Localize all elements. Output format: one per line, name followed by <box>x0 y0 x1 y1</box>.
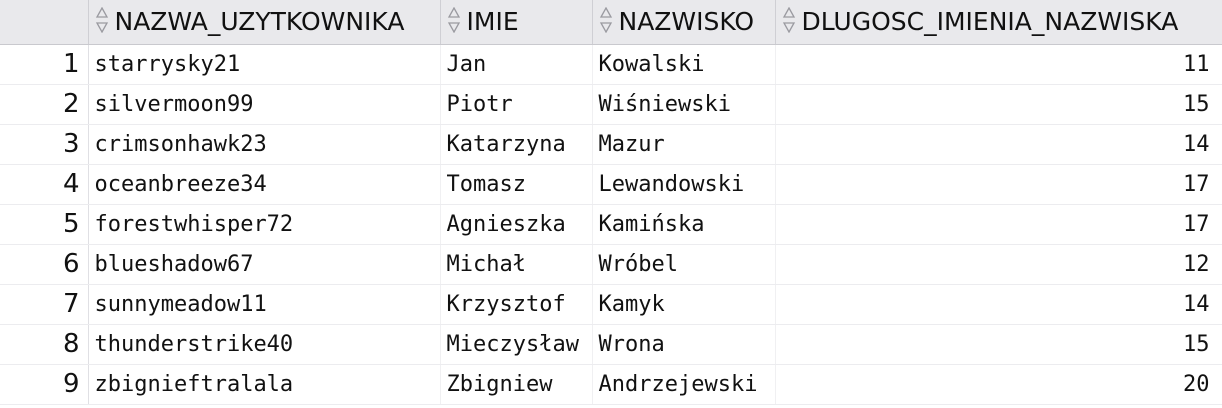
cell-dlugosc[interactable]: 17 <box>775 204 1222 245</box>
column-header-dlugosc-imienia-nazwiska[interactable]: DLUGOSC_IMIENIA_NAZWISKA <box>775 0 1222 45</box>
row-number-header[interactable] <box>0 0 89 45</box>
cell-imie[interactable]: Tomasz <box>440 164 593 205</box>
row-number[interactable]: 6 <box>0 244 89 285</box>
cell-nazwa-uzytkownika[interactable]: crimsonhawk23 <box>88 124 441 165</box>
sort-arrows-icon[interactable] <box>599 7 613 34</box>
row-number[interactable]: 3 <box>0 124 89 165</box>
column-header-nazwisko[interactable]: NAZWISKO <box>592 0 776 45</box>
cell-nazwisko[interactable]: Kowalski <box>592 44 776 85</box>
sort-arrows-icon[interactable] <box>95 7 109 34</box>
table-row[interactable]: 1 starrysky21 Jan Kowalski 11 <box>0 44 1222 85</box>
row-number[interactable]: 2 <box>0 84 89 125</box>
table-row[interactable]: 3 crimsonhawk23 Katarzyna Mazur 14 <box>0 124 1222 165</box>
cell-imie[interactable]: Piotr <box>440 84 593 125</box>
cell-nazwisko[interactable]: Wrona <box>592 324 776 365</box>
header-row: NAZWA_UZYTKOWNIKA IMIE NAZWISKO DLUGOSC_… <box>0 0 1222 45</box>
sort-arrows-icon[interactable] <box>782 7 796 34</box>
cell-dlugosc[interactable]: 15 <box>775 84 1222 125</box>
table-row[interactable]: 2 silvermoon99 Piotr Wiśniewski 15 <box>0 84 1222 125</box>
cell-imie[interactable]: Katarzyna <box>440 124 593 165</box>
sort-arrows-icon[interactable] <box>447 7 461 34</box>
cell-dlugosc[interactable]: 14 <box>775 284 1222 325</box>
row-number[interactable]: 1 <box>0 44 89 85</box>
cell-nazwisko[interactable]: Kamyk <box>592 284 776 325</box>
cell-nazwisko[interactable]: Kamińska <box>592 204 776 245</box>
column-header-imie[interactable]: IMIE <box>440 0 593 45</box>
cell-nazwa-uzytkownika[interactable]: starrysky21 <box>88 44 441 85</box>
cell-dlugosc[interactable]: 15 <box>775 324 1222 365</box>
cell-nazwa-uzytkownika[interactable]: thunderstrike40 <box>88 324 441 365</box>
table-row[interactable]: 8 thunderstrike40 Mieczysław Wrona 15 <box>0 324 1222 365</box>
cell-nazwisko[interactable]: Wróbel <box>592 244 776 285</box>
table-row[interactable]: 4 oceanbreeze34 Tomasz Lewandowski 17 <box>0 164 1222 205</box>
cell-imie[interactable]: Agnieszka <box>440 204 593 245</box>
cell-nazwa-uzytkownika[interactable]: sunnymeadow11 <box>88 284 441 325</box>
cell-nazwa-uzytkownika[interactable]: silvermoon99 <box>88 84 441 125</box>
row-number[interactable]: 5 <box>0 204 89 245</box>
cell-imie[interactable]: Michał <box>440 244 593 285</box>
cell-dlugosc[interactable]: 20 <box>775 364 1222 405</box>
cell-nazwa-uzytkownika[interactable]: forestwhisper72 <box>88 204 441 245</box>
cell-dlugosc[interactable]: 14 <box>775 124 1222 165</box>
cell-imie[interactable]: Mieczysław <box>440 324 593 365</box>
column-header-label: NAZWISKO <box>618 7 755 37</box>
table-row[interactable]: 6 blueshadow67 Michał Wróbel 12 <box>0 244 1222 285</box>
table-row[interactable]: 7 sunnymeadow11 Krzysztof Kamyk 14 <box>0 284 1222 325</box>
cell-nazwa-uzytkownika[interactable]: zbignieftralala <box>88 364 441 405</box>
row-number[interactable]: 8 <box>0 324 89 365</box>
table-row[interactable]: 9 zbignieftralala Zbigniew Andrzejewski … <box>0 364 1222 405</box>
cell-dlugosc[interactable]: 11 <box>775 44 1222 85</box>
cell-nazwisko[interactable]: Mazur <box>592 124 776 165</box>
row-number[interactable]: 9 <box>0 364 89 405</box>
row-number[interactable]: 4 <box>0 164 89 205</box>
column-header-label: IMIE <box>466 7 519 37</box>
cell-imie[interactable]: Jan <box>440 44 593 85</box>
cell-imie[interactable]: Krzysztof <box>440 284 593 325</box>
cell-nazwa-uzytkownika[interactable]: blueshadow67 <box>88 244 441 285</box>
table-row[interactable]: 5 forestwhisper72 Agnieszka Kamińska 17 <box>0 204 1222 245</box>
row-number[interactable]: 7 <box>0 284 89 325</box>
column-header-label: NAZWA_UZYTKOWNIKA <box>114 7 405 37</box>
cell-dlugosc[interactable]: 12 <box>775 244 1222 285</box>
column-header-nazwa-uzytkownika[interactable]: NAZWA_UZYTKOWNIKA <box>88 0 441 45</box>
cell-nazwisko[interactable]: Andrzejewski <box>592 364 776 405</box>
cell-nazwisko[interactable]: Lewandowski <box>592 164 776 205</box>
cell-nazwisko[interactable]: Wiśniewski <box>592 84 776 125</box>
cell-nazwa-uzytkownika[interactable]: oceanbreeze34 <box>88 164 441 205</box>
cell-dlugosc[interactable]: 17 <box>775 164 1222 205</box>
column-header-label: DLUGOSC_IMIENIA_NAZWISKA <box>801 7 1179 37</box>
cell-imie[interactable]: Zbigniew <box>440 364 593 405</box>
